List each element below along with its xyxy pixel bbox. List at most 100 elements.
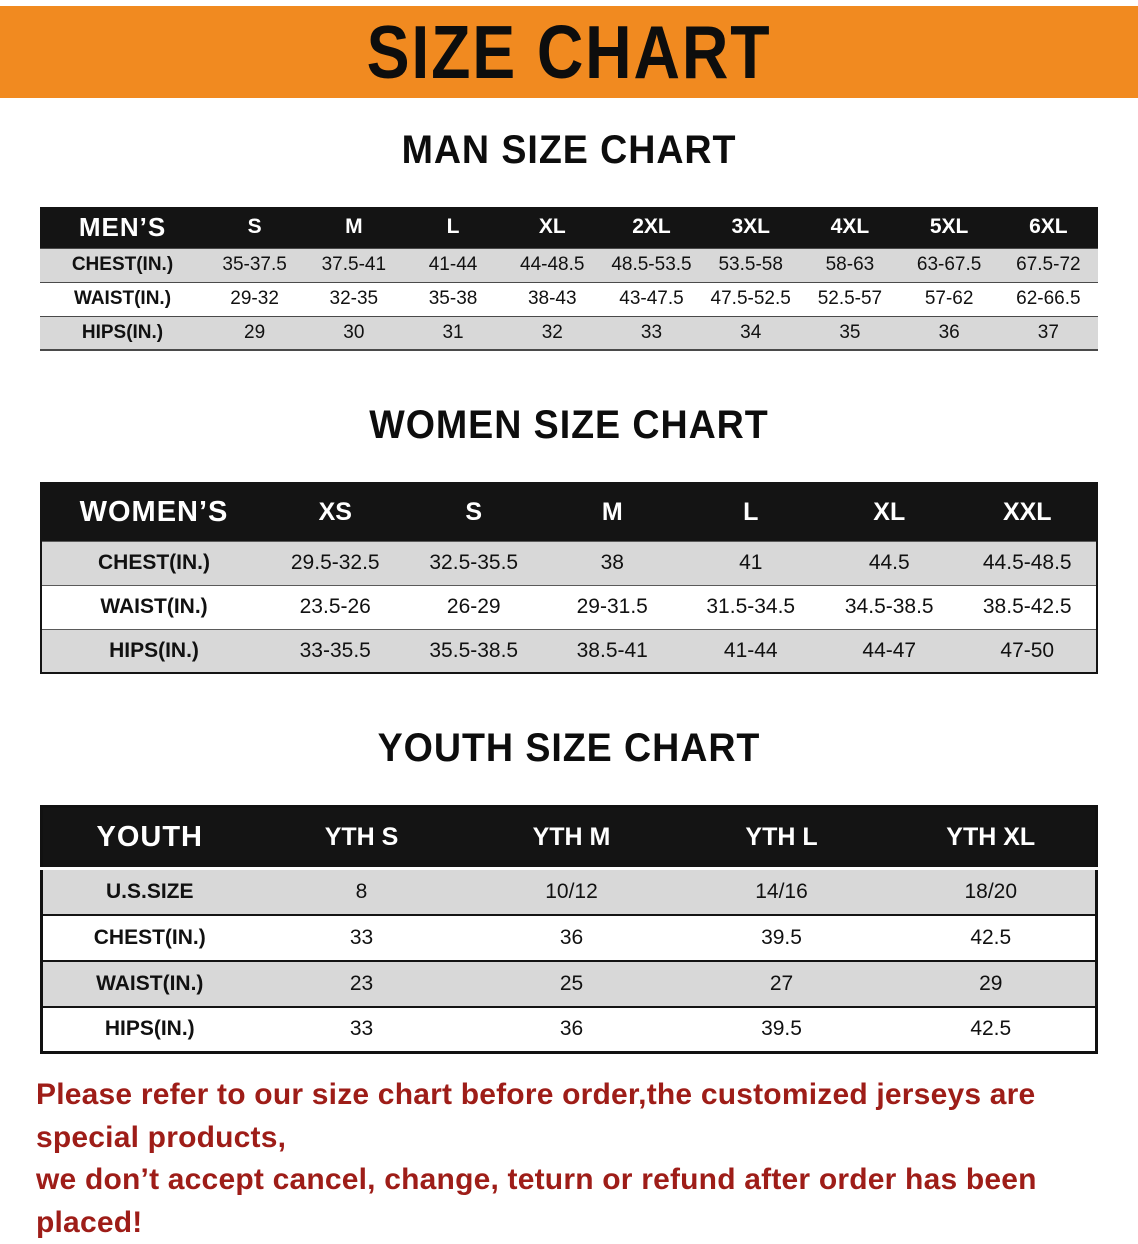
- size-value-cell: 33-35.5: [299, 638, 371, 662]
- size-value-cell: 47-50: [1000, 638, 1055, 662]
- size-header-cell: 6XL: [1029, 215, 1068, 239]
- size-value-cell: 44-48.5: [520, 254, 585, 275]
- size-value-cell: 36: [938, 321, 960, 343]
- row-label: U.S.SIZE: [105, 879, 194, 903]
- size-header-cell: YTH XL: [946, 823, 1036, 851]
- size-value-cell: 44.5: [868, 551, 910, 574]
- table-label-header: YOUTH: [96, 821, 203, 853]
- size-value-cell: 52.5-57: [817, 288, 883, 309]
- size-value-cell: 63-67.5: [916, 254, 982, 275]
- size-value-cell: 34.5-38.5: [844, 595, 934, 618]
- table-row: WAIST(IN.) 29-32 32-35 35-38 38-43 43-47.5 47.…: [40, 282, 1098, 316]
- size-value-cell: 62-66.5: [1016, 288, 1081, 309]
- table-row: WAIST(IN.) 23.5-26 26-29 29-31.5 31.5-34.5 34…: [41, 585, 1097, 629]
- size-value-cell: 23: [349, 971, 374, 995]
- size-value-cell: 38.5-41: [576, 638, 648, 662]
- table-header-row: YOUTH YTH S YTH M YTH L YTH XL: [41, 806, 1097, 869]
- size-value-cell: 41-44: [723, 638, 778, 662]
- size-table: WOMEN’S XS S M L XL XXL CHEST(IN.) 29.5-32.5 32…: [40, 482, 1098, 674]
- size-value-cell: 27: [769, 971, 794, 995]
- size-value-cell: 34: [740, 321, 762, 343]
- section-title: YOUTH SIZE CHART: [377, 726, 761, 770]
- size-header-cell: S: [247, 215, 262, 239]
- size-value-cell: 32-35: [329, 288, 379, 309]
- size-value-cell: 29-31.5: [576, 595, 648, 618]
- size-header-cell: YTH M: [532, 823, 611, 851]
- size-value-cell: 23.5-26: [299, 595, 371, 618]
- size-value-cell: 48.5-53.5: [611, 254, 692, 275]
- size-value-cell: 36: [559, 925, 584, 949]
- row-label: CHEST(IN.): [93, 925, 206, 949]
- table-header-row: MEN’S S M L XL 2XL 3XL 4XL 5XL 6XL: [40, 207, 1098, 248]
- size-header-cell: M: [345, 215, 363, 239]
- size-value-cell: 35.5-38.5: [429, 638, 519, 662]
- table-row: WAIST(IN.) 23 25 27 29: [41, 960, 1097, 1007]
- size-value-cell: 37.5-41: [321, 254, 387, 275]
- size-value-cell: 25: [559, 971, 584, 995]
- footer-notice: Please refer to our size chart before or…: [36, 1074, 1102, 1244]
- size-header-cell: L: [743, 497, 759, 526]
- size-value-cell: 31.5-34.5: [706, 595, 796, 618]
- row-label: WAIST(IN.): [100, 595, 208, 618]
- size-value-cell: 31: [442, 321, 464, 343]
- table-row: HIPS(IN.) 33-35.5 35.5-38.5 38.5-41 41-44 44-…: [41, 629, 1097, 673]
- size-value-cell: 67.5-72: [1016, 254, 1081, 275]
- size-value-cell: 29.5-32.5: [290, 551, 380, 574]
- size-value-cell: 43-47.5: [619, 288, 684, 309]
- table-row: CHEST(IN.) 33 36 39.5 42.5: [41, 914, 1097, 961]
- table-header-row: WOMEN’S XS S M L XL XXL: [41, 483, 1097, 541]
- size-value-cell: 42.5: [970, 925, 1012, 949]
- size-value-cell: 36: [559, 1017, 584, 1041]
- size-value-cell: 38-43: [527, 288, 577, 309]
- charts-container: MAN SIZE CHART MEN’S S M L XL 2XL 3XL 4XL 5XL 6X…: [0, 128, 1138, 1054]
- row-label: WAIST(IN.): [73, 288, 172, 309]
- size-value-cell: 42.5: [970, 1017, 1012, 1041]
- size-value-cell: 29: [979, 971, 1003, 995]
- table-row: CHEST(IN.) 29.5-32.5 32.5-35.5 38 41 44.5 44.5…: [41, 541, 1097, 585]
- size-value-cell: 35-38: [428, 288, 478, 309]
- size-value-cell: 41-44: [428, 254, 478, 275]
- size-value-cell: 32.5-35.5: [429, 551, 519, 574]
- size-chart-section-women: WOMEN SIZE CHART WOMEN’S XS S M L XL XXL CHES…: [0, 403, 1138, 674]
- row-label: CHEST(IN.): [98, 551, 210, 574]
- size-value-cell: 35-37.5: [222, 254, 287, 275]
- size-header-cell: 4XL: [830, 215, 870, 239]
- size-value-cell: 33: [349, 1017, 374, 1041]
- size-value-cell: 38.5-42.5: [982, 595, 1072, 618]
- size-header-cell: 3XL: [731, 215, 770, 239]
- size-value-cell: 33: [640, 321, 663, 343]
- table-row: CHEST(IN.) 35-37.5 37.5-41 41-44 44-48.5 48.5…: [40, 248, 1098, 282]
- size-header-cell: YTH L: [745, 823, 818, 851]
- size-value-cell: 57-62: [924, 288, 974, 309]
- row-label: HIPS(IN.): [109, 638, 199, 662]
- size-header-cell: XL: [873, 497, 906, 526]
- size-chart-section-youth: YOUTH SIZE CHART YOUTH YTH S YTH M YTH L YT…: [0, 726, 1138, 1054]
- size-value-cell: 33: [349, 925, 374, 949]
- size-value-cell: 37: [1037, 321, 1059, 343]
- size-header-cell: M: [601, 497, 623, 526]
- footer-line-2: we don’t accept cancel, change, teturn o…: [36, 1163, 1037, 1239]
- size-table: YOUTH YTH S YTH M YTH L YTH XL U.S.SIZE 8 10/…: [40, 805, 1098, 1054]
- table-label-header: MEN’S: [78, 211, 167, 242]
- size-header-cell: 2XL: [632, 215, 671, 239]
- size-header-cell: L: [446, 215, 460, 239]
- size-table: MEN’S S M L XL 2XL 3XL 4XL 5XL 6XL CHEST(IN.) 35-…: [40, 207, 1098, 351]
- size-header-cell: XL: [538, 215, 566, 239]
- size-chart-section-men: MAN SIZE CHART MEN’S S M L XL 2XL 3XL 4XL 5XL 6X…: [0, 128, 1138, 351]
- table-row: HIPS(IN.) 33 36 39.5 42.5: [41, 1006, 1097, 1053]
- size-header-cell: 5XL: [929, 215, 969, 239]
- footer-line-1: Please refer to our size chart before or…: [36, 1078, 1036, 1154]
- row-label: CHEST(IN.): [71, 254, 174, 275]
- table-label-header: WOMEN’S: [79, 495, 229, 528]
- size-value-cell: 29-32: [230, 288, 279, 309]
- size-header-cell: YTH S: [324, 823, 399, 851]
- size-value-cell: 35: [839, 321, 861, 343]
- row-label: HIPS(IN.): [81, 321, 164, 343]
- size-value-cell: 10/12: [545, 879, 598, 903]
- section-title: MAN SIZE CHART: [401, 128, 737, 172]
- size-header-cell: XXL: [1002, 497, 1052, 526]
- size-value-cell: 58-63: [825, 254, 875, 275]
- banner-title: SIZE CHART: [366, 9, 772, 95]
- size-value-cell: 14/16: [755, 879, 808, 903]
- size-value-cell: 41: [739, 551, 763, 574]
